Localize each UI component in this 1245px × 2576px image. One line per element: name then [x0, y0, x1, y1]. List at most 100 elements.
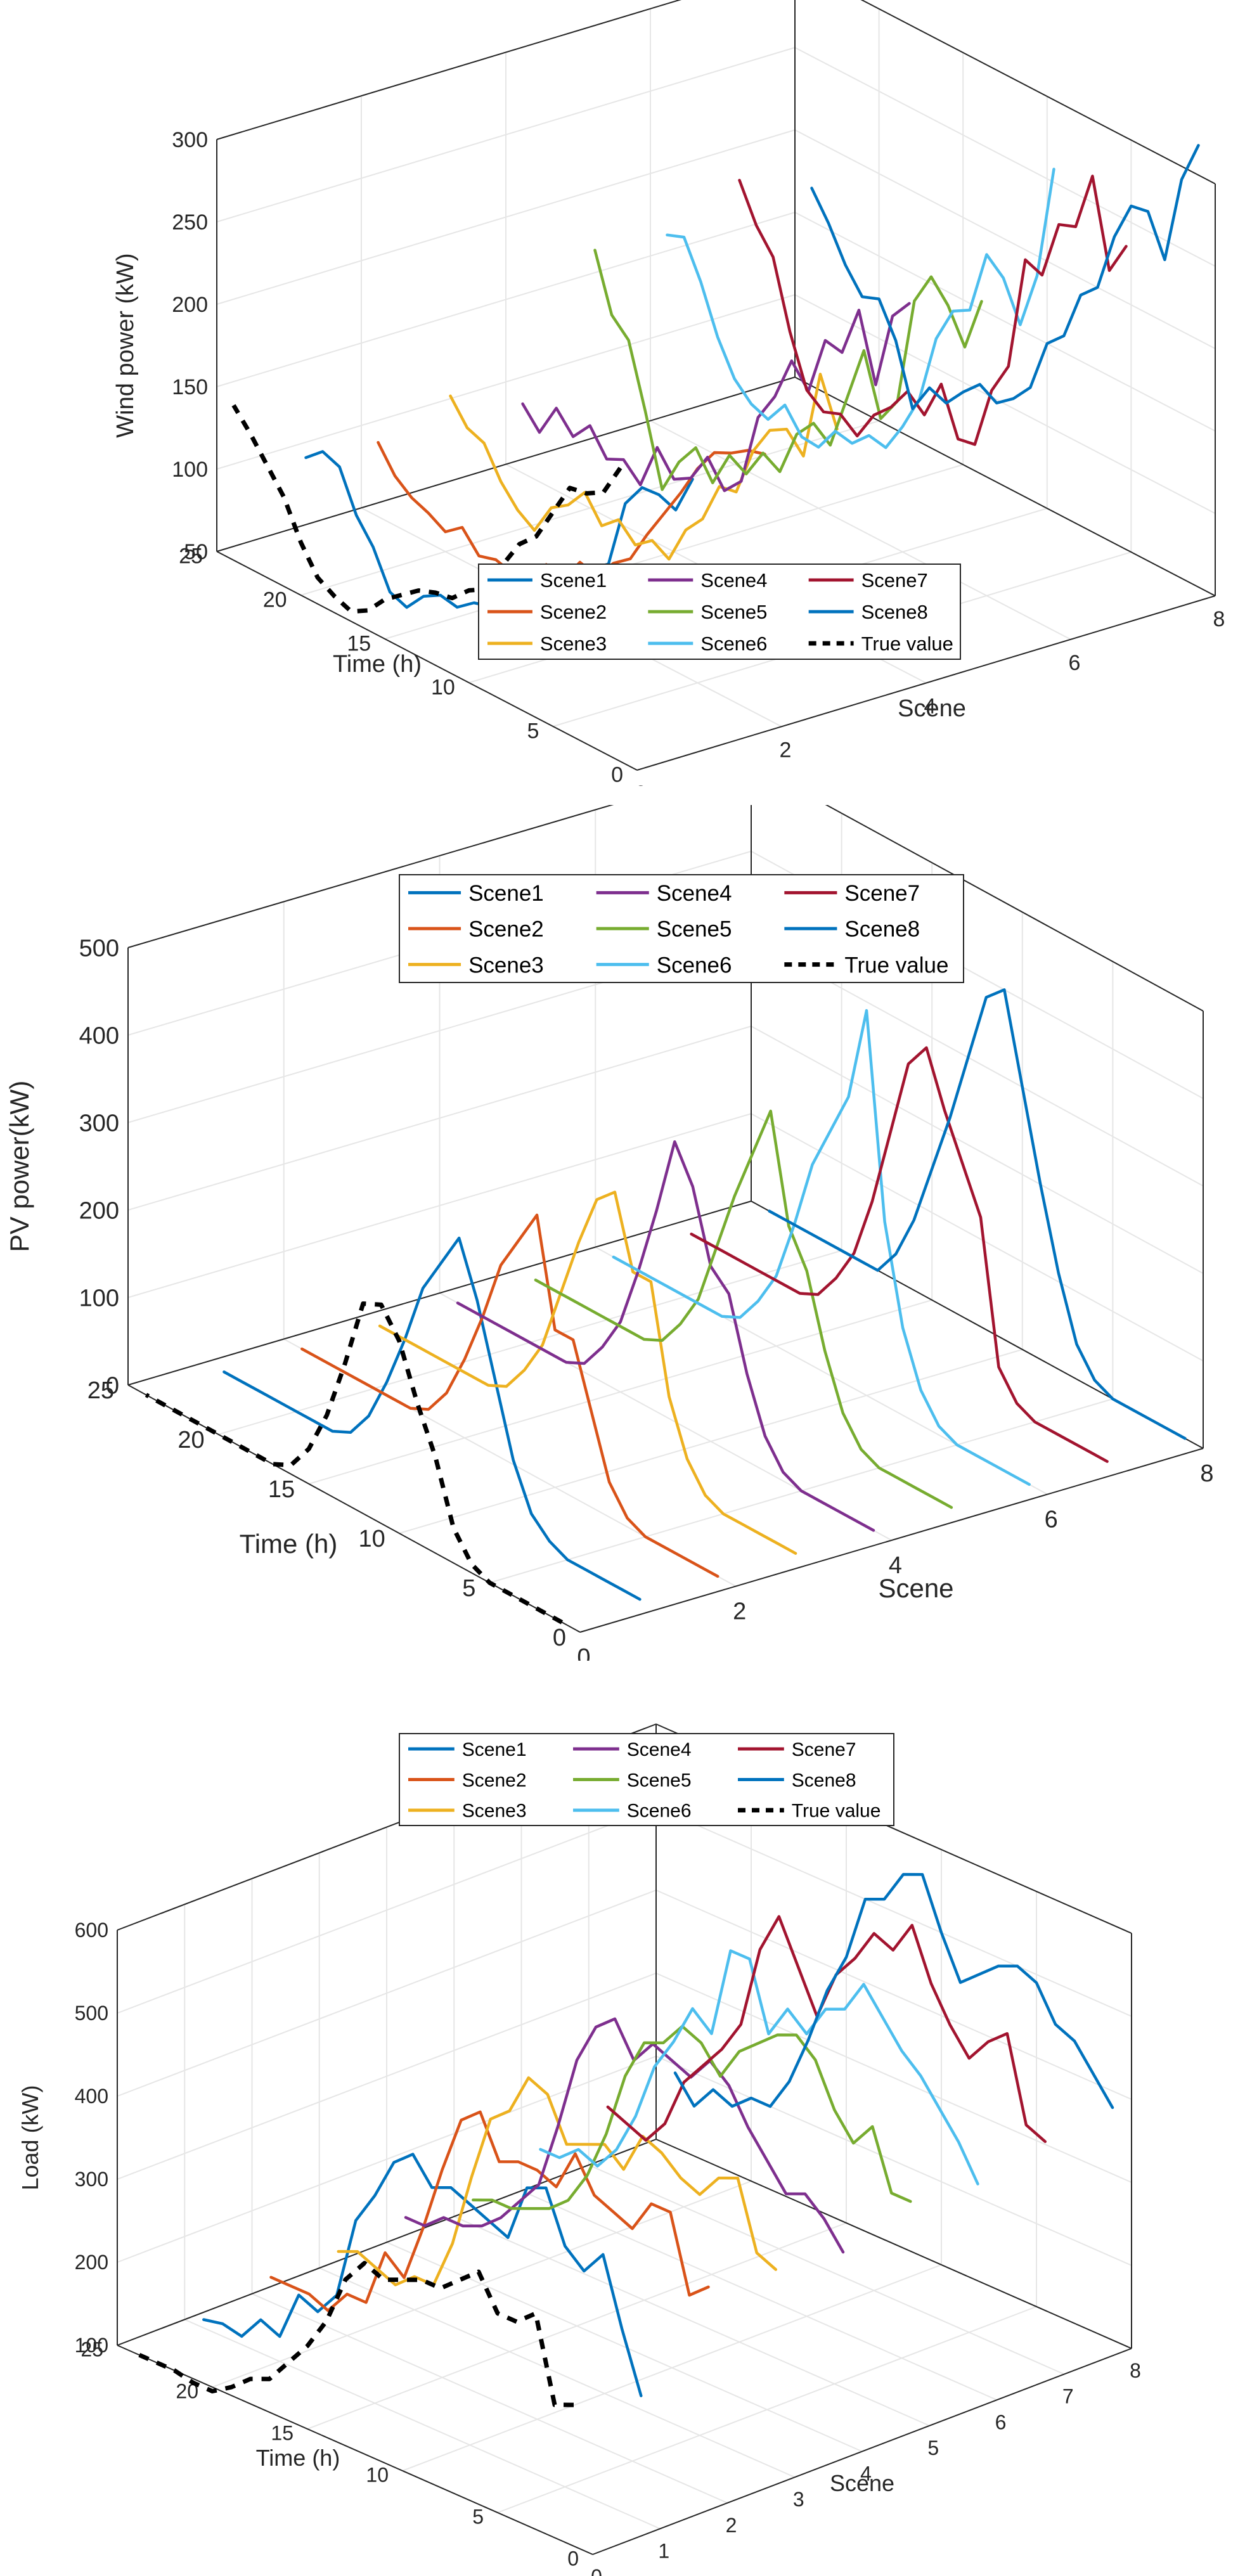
value-tick-label: 0 [106, 1372, 119, 1399]
legend-entry-label: True value [844, 953, 948, 977]
box-top-edge [216, 0, 682, 140]
legend-entry-label: Scene8 [844, 917, 920, 942]
box-top-edge [860, 0, 1216, 184]
legend-entry-label: True value [861, 633, 953, 655]
time-tick-label: 20 [263, 588, 287, 612]
floor-grid-x [319, 2267, 796, 2478]
series-line-scene1 [223, 1236, 642, 1601]
back-wall-grid-z [127, 1026, 752, 1211]
legend-box [399, 874, 964, 983]
scene-tick-label: 8 [1213, 607, 1225, 631]
floor-grid-x [184, 2319, 661, 2530]
value-axis-label: PV power(kW) [4, 1081, 34, 1253]
side-wall-grid-z [794, 212, 1216, 432]
legend-entry-label: Scene5 [657, 917, 732, 942]
box-back-floor-edge [216, 377, 796, 552]
series-line-scene5 [593, 248, 983, 491]
legend-entry-label: Scene4 [700, 569, 767, 591]
series-line-scene6 [612, 1009, 1031, 1486]
time-tick-label: 5 [527, 719, 539, 744]
legend-entry-label: Scene1 [462, 1739, 527, 1760]
series-line-scene8 [810, 144, 1200, 411]
time-axis-label: Time (h) [256, 2445, 340, 2471]
time-tick-label: 15 [347, 632, 371, 656]
legend-entry-label: Scene6 [657, 953, 732, 977]
axis-scene [592, 2348, 1132, 2555]
back-wall-grid-z [117, 1806, 657, 2014]
series-line-scene7 [738, 174, 1128, 446]
time-tick-label: 10 [366, 2464, 389, 2487]
side-wall-grid-z [655, 1806, 1132, 2017]
time-axis-label: Time (h) [333, 651, 422, 678]
side-wall-grid-z [794, 47, 1216, 267]
time-tick-label: 0 [553, 1625, 566, 1651]
series-line-true-value [145, 1301, 564, 1625]
value-tick-label: 400 [79, 1022, 119, 1049]
time-tick-label: 15 [271, 2422, 294, 2445]
legend-entry-label: Scene6 [700, 633, 767, 655]
back-wall-grid-z [117, 2056, 657, 2263]
value-tick-label: 500 [75, 2002, 108, 2025]
value-tick-label: 300 [172, 128, 208, 152]
scene-tick-label: 4 [860, 2463, 872, 2485]
scene-tick-label: 0 [577, 1644, 590, 1661]
scene-axis-label: Scene [878, 1573, 953, 1603]
series-line-scene3 [378, 1190, 797, 1555]
side-wall-grid-z [655, 2056, 1132, 2266]
series-line-scene4 [521, 302, 911, 493]
scene-tick-label: 6 [1045, 1507, 1058, 1533]
series-line-scene7 [690, 1046, 1109, 1463]
load-chart-svg: 0123456780510152025100200300400500600Loa… [17, 1723, 1141, 2576]
value-tick-label: 250 [172, 210, 208, 235]
axis-scene [579, 1448, 1204, 1633]
scene-axis-label: Scene [898, 695, 966, 722]
time-tick-label: 25 [87, 1377, 114, 1404]
legend-entry-label: Scene2 [462, 1770, 527, 1791]
scene-tick-label: 0 [635, 782, 647, 786]
legend-entry-label: Scene8 [861, 601, 928, 623]
value-tick-label: 100 [75, 2334, 108, 2357]
scene-tick-label: 6 [1069, 651, 1081, 675]
legend-entry-label: Scene7 [792, 1739, 856, 1760]
back-wall-grid-z [216, 294, 796, 470]
floor-grid-y [212, 2180, 752, 2388]
series-line-scene6 [539, 1949, 979, 2186]
box-top-edge [825, 805, 1204, 1012]
time-tick-label: 5 [462, 1575, 475, 1602]
time-tick-label: 10 [431, 676, 455, 700]
legend-entry-label: Scene3 [468, 953, 544, 977]
load-chart: 0123456780510152025100200300400500600Loa… [0, 1673, 1245, 2576]
pv-power-chart: 0 2 4 6 8 0 5 10 15 20 25 0 100 200 300 400 500 PV power(… [0, 805, 1245, 1661]
legend-entry-label: Scene2 [468, 917, 544, 942]
value-tick-label: 300 [79, 1110, 119, 1137]
legend-entry-label: Scene6 [627, 1801, 692, 1822]
floor-grid-y [307, 2222, 847, 2430]
floor-grid-x [588, 2164, 1065, 2375]
scene-tick-label: 8 [1200, 1460, 1213, 1487]
floor-grid-y [399, 1349, 1023, 1534]
time-tick-label: 25 [179, 544, 203, 569]
value-tick-label: 500 [79, 935, 119, 962]
legend-entry-label: Scene2 [540, 601, 607, 623]
axis-time [117, 2345, 593, 2555]
legend-entry-label: Scene8 [792, 1770, 856, 1791]
floor-grid-x [252, 2293, 728, 2504]
time-axis-label: Time (h) [240, 1529, 338, 1559]
scene-tick-label: 0 [591, 2565, 602, 2576]
back-wall-grid-z [117, 1973, 657, 2180]
floor-grid-x [386, 2241, 863, 2452]
box-back-floor-edge [127, 1201, 752, 1386]
legend-entry-label: Scene3 [462, 1801, 527, 1822]
side-wall-grid-z [794, 294, 1216, 514]
series-line-scene5 [472, 2025, 912, 2210]
side-wall-grid-z [655, 1890, 1132, 2100]
floor-grid-x [453, 2215, 930, 2426]
value-tick-label: 200 [172, 293, 208, 317]
series-line-scene2 [269, 2110, 710, 2312]
legend-entry-label: Scene7 [844, 881, 920, 906]
legend-entry-label: Scene5 [627, 1770, 692, 1791]
time-tick-label: 25 [81, 2338, 103, 2361]
time-tick-label: 0 [611, 763, 623, 786]
scene-tick-label: 7 [1062, 2385, 1074, 2408]
